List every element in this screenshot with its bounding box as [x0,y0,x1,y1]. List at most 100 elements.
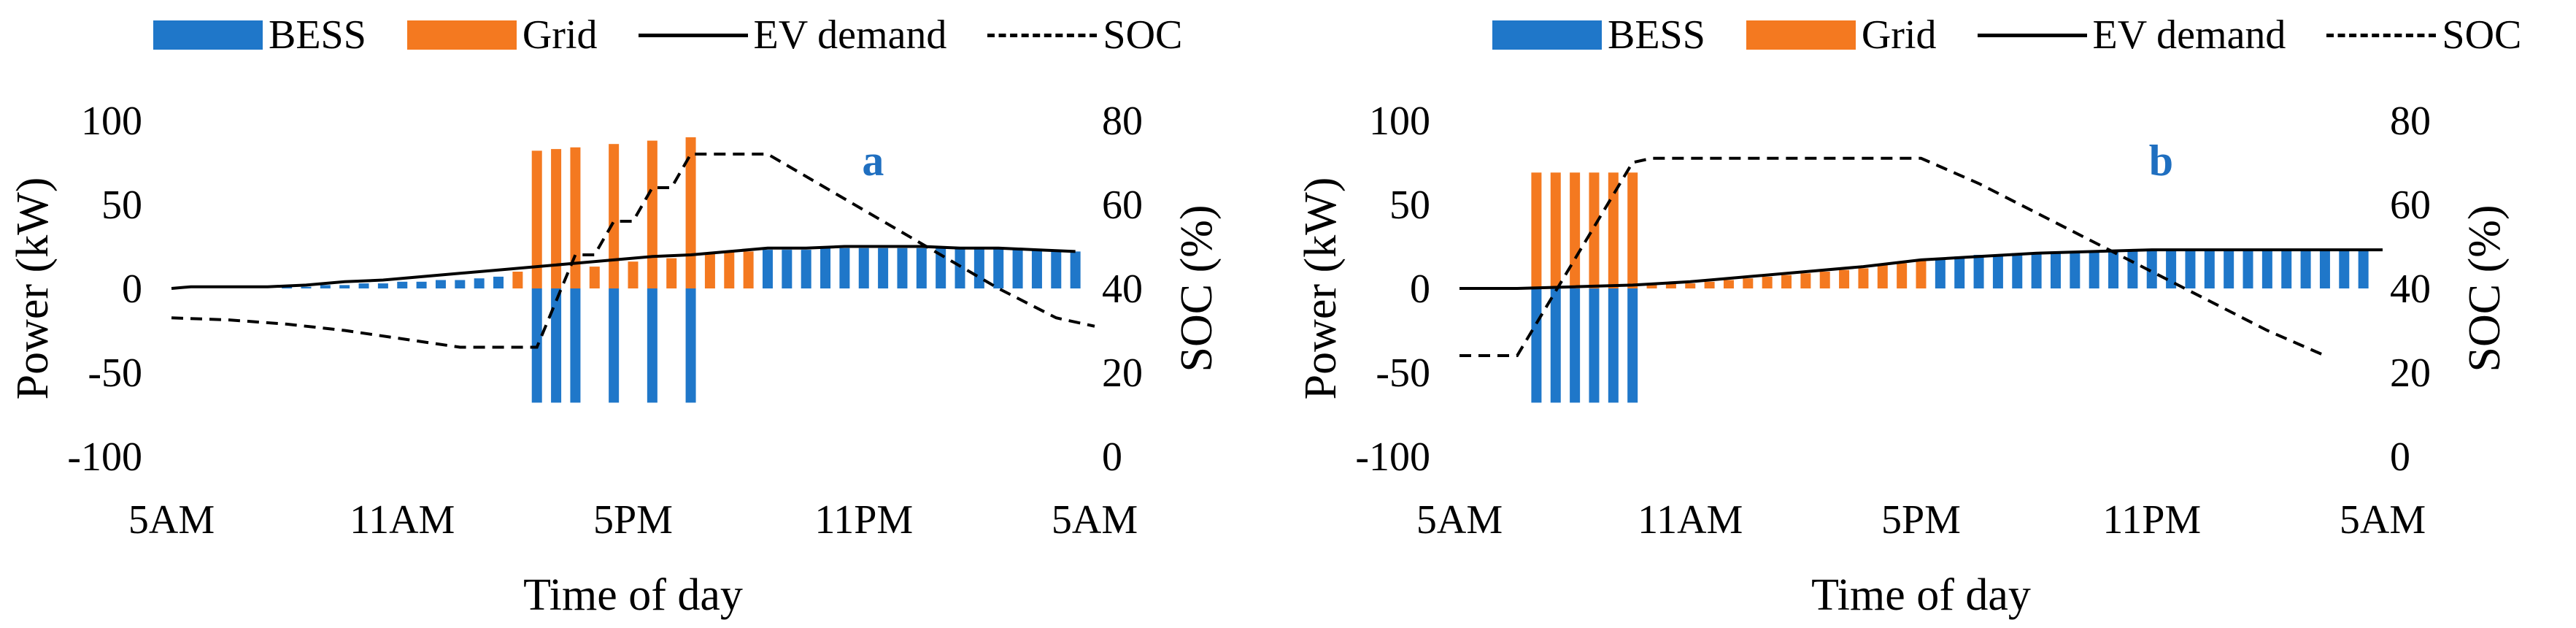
chart-panel-b: BESS Grid EV demand SOC -100 -50 0 50 100 0 20… [1288,0,2576,628]
legend-item-bess[interactable]: BESS [153,12,366,58]
y-tick-label: -50 [1376,351,1430,396]
bess-bar [2070,251,2081,288]
panel-tag: b [2149,137,2173,185]
grid-bar [1858,268,1869,288]
bess-bar [2319,250,2330,288]
legend-label-bess: BESS [1608,12,1705,58]
bess-bar [1531,288,1542,403]
grid-bar [1589,172,1600,288]
grid-bar [512,272,523,288]
bess-bar [1954,256,1965,288]
grid-bar [685,137,696,288]
grid-bar [1877,264,1888,288]
bess-bar [282,286,293,288]
bess-bar [858,248,869,288]
legend-item-ev-demand[interactable]: EV demand [638,12,947,58]
x-axis-title: Time of day [1811,570,2031,620]
soc-line [1459,156,2326,357]
y-axis-title: Power (kW) [8,177,58,400]
bess-bar [1627,288,1638,403]
panel-tag: a [862,137,884,185]
grid-bar [628,261,639,288]
bess-bar [570,288,581,403]
bess-bar [435,280,446,288]
bess-bar [897,248,908,288]
bess-bar [1589,288,1600,403]
bess-bar [1935,258,1946,288]
bess-bar [2108,250,2119,288]
bess-bar [685,288,696,403]
legend-item-ev-demand[interactable]: EV demand [1977,12,2286,58]
grid-bar [1819,272,1830,288]
bess-bar [1031,250,1042,288]
grid-bar [589,267,600,288]
legend-item-soc[interactable]: SOC [2326,12,2521,58]
grid-bar [704,253,715,288]
bess-bar [762,250,773,288]
legend: BESS Grid EV demand SOC [1492,6,2562,64]
bess-bar [955,248,965,288]
legend-item-grid[interactable]: Grid [406,12,598,58]
grid-bar [1743,278,1754,288]
y2-tick-label: 0 [1102,434,1122,480]
legend-label-grid: Grid [1861,12,1937,58]
grid-bar [1839,269,1850,288]
y-axis-title: Power (kW) [1296,177,1346,400]
x-tick-label: 5PM [1881,497,1961,543]
y2-tick-label: 80 [1102,99,1143,144]
grid-bar [531,150,542,288]
bess-bar [2300,250,2311,288]
grid-bar [1897,263,1908,288]
grid-bar [1627,172,1638,288]
legend-label-ev-demand: EV demand [753,12,947,58]
grid-bar [1762,276,1773,288]
grid-bar [666,258,677,288]
bess-bar [2031,253,2042,288]
grid-bar [1800,273,1811,288]
bess-bar [339,285,350,288]
bess-bar [2089,251,2099,288]
y2-tick-label: 60 [2390,183,2431,228]
y2-tick-label: 20 [2390,351,2431,396]
grid-bar [647,140,658,288]
grid-bar [724,251,735,288]
y2-tick-label: 40 [1102,267,1143,312]
bess-bar [1992,255,2003,288]
bess-bar [1550,288,1561,403]
x-tick-label: 11PM [2102,497,2201,543]
bess-bar [1973,255,1984,288]
legend-label-bess: BESS [269,12,366,58]
soc-line-sample [2326,33,2437,37]
x-tick-label: 5AM [1052,497,1138,543]
bess-bar [801,250,811,288]
bess-bar [973,248,984,288]
grid-bar [570,147,581,288]
y-tick-label: 0 [122,267,142,312]
legend-label-soc: SOC [2442,12,2522,58]
bess-bar [1570,288,1581,403]
legend-item-grid[interactable]: Grid [1746,12,1937,58]
bess-swatch [1492,20,1602,50]
grid-bar [1570,172,1581,288]
grid-bar [1550,172,1561,288]
grid-bar [609,144,620,288]
grid-bar [1781,275,1792,288]
y2-axis-title: SOC (%) [1172,204,1222,372]
bess-bar [2146,250,2157,288]
bess-bar [301,286,312,288]
bess-bar [2261,250,2272,288]
grid-swatch [406,20,517,50]
bess-bar [936,248,946,288]
legend-item-soc[interactable]: SOC [987,12,1182,58]
chart-a: -100 -50 0 50 100 0 20 40 60 80 5AM 11AM 5PM 11PM 5AM a… [8,99,1222,620]
x-tick-label: 11AM [350,497,455,543]
y-tick-label: 100 [81,99,142,144]
grid-bar [1704,281,1715,288]
bess-bar [2012,253,2023,288]
x-tick-label: 5PM [593,497,673,543]
legend-label-grid: Grid [522,12,598,58]
legend-item-bess[interactable]: BESS [1492,12,1705,58]
bess-bar [839,248,850,288]
ev-demand-line-sample [1977,33,2087,37]
bess-bar [1012,248,1023,288]
